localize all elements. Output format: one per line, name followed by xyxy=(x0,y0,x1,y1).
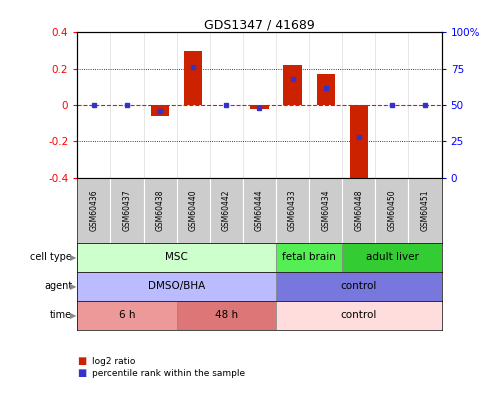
Text: MSC: MSC xyxy=(165,252,188,262)
Text: GSM60434: GSM60434 xyxy=(321,190,330,231)
Text: GSM60451: GSM60451 xyxy=(421,190,430,231)
Bar xyxy=(184,51,203,105)
Text: GSM60448: GSM60448 xyxy=(354,190,363,231)
Text: GSM60442: GSM60442 xyxy=(222,190,231,231)
Bar xyxy=(276,272,442,301)
Text: 48 h: 48 h xyxy=(215,311,238,320)
Text: GSM60433: GSM60433 xyxy=(288,190,297,231)
Bar xyxy=(177,178,210,243)
Text: time: time xyxy=(50,311,72,320)
Text: GSM60444: GSM60444 xyxy=(255,190,264,231)
Bar xyxy=(342,178,375,243)
Bar xyxy=(342,243,442,272)
Bar xyxy=(350,105,368,181)
Bar xyxy=(144,178,177,243)
Text: ■: ■ xyxy=(77,369,87,378)
Title: GDS1347 / 41689: GDS1347 / 41689 xyxy=(204,18,315,31)
Bar xyxy=(110,178,144,243)
Bar xyxy=(243,178,276,243)
Text: ■: ■ xyxy=(77,356,87,366)
Text: 6 h: 6 h xyxy=(119,311,135,320)
Text: GSM60438: GSM60438 xyxy=(156,190,165,231)
Text: ▶: ▶ xyxy=(70,282,76,291)
Text: adult liver: adult liver xyxy=(365,252,418,262)
Text: ▶: ▶ xyxy=(70,311,76,320)
Bar xyxy=(283,65,302,105)
Text: cell type: cell type xyxy=(30,252,72,262)
Bar xyxy=(151,105,169,116)
Text: percentile rank within the sample: percentile rank within the sample xyxy=(92,369,246,378)
Text: GSM60450: GSM60450 xyxy=(387,190,396,231)
Bar xyxy=(210,178,243,243)
Bar xyxy=(276,243,342,272)
Bar xyxy=(375,178,409,243)
Text: ▶: ▶ xyxy=(70,253,76,262)
Text: GSM60440: GSM60440 xyxy=(189,190,198,231)
Bar xyxy=(250,105,268,109)
Text: GSM60436: GSM60436 xyxy=(89,190,98,231)
Bar xyxy=(177,301,276,330)
Text: GSM60437: GSM60437 xyxy=(123,190,132,231)
Text: log2 ratio: log2 ratio xyxy=(92,357,136,366)
Text: control: control xyxy=(341,281,377,291)
Text: fetal brain: fetal brain xyxy=(282,252,336,262)
Text: agent: agent xyxy=(44,281,72,291)
Bar xyxy=(276,178,309,243)
Bar xyxy=(77,178,110,243)
Bar xyxy=(309,178,342,243)
Text: control: control xyxy=(341,311,377,320)
Bar xyxy=(77,272,276,301)
Bar xyxy=(409,178,442,243)
Bar xyxy=(276,301,442,330)
Text: DMSO/BHA: DMSO/BHA xyxy=(148,281,205,291)
Bar xyxy=(77,301,177,330)
Bar xyxy=(77,243,276,272)
Bar xyxy=(316,74,335,105)
